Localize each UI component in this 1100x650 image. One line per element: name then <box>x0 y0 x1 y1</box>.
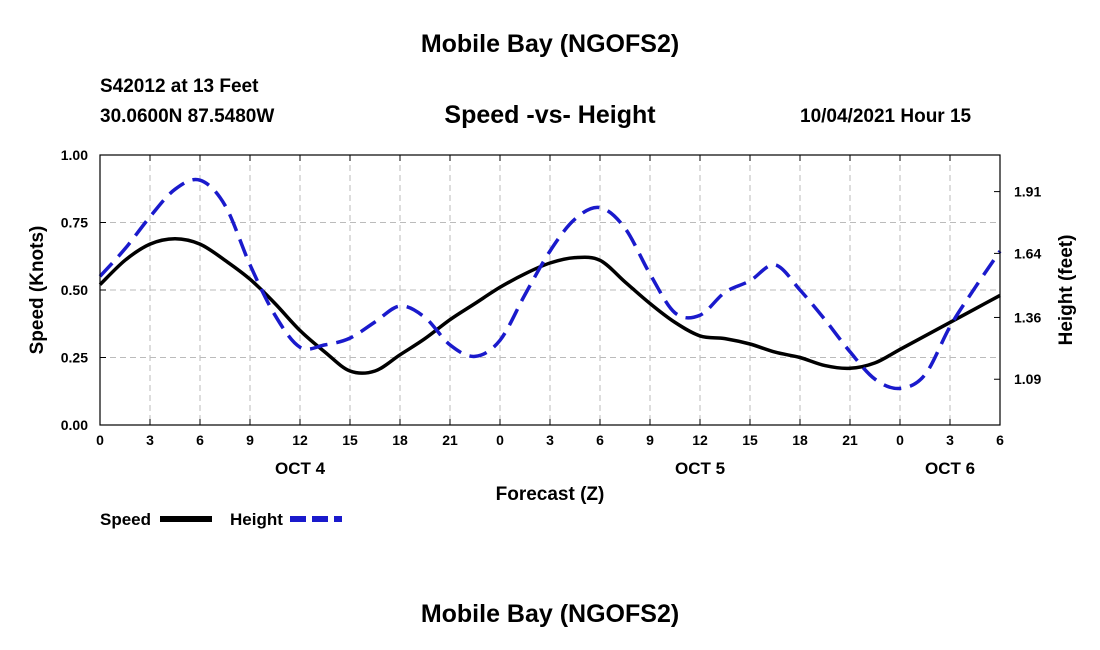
y2-tick-label: 1.36 <box>1014 309 1041 325</box>
legend-label-speed: Speed <box>100 510 151 529</box>
x-tick-label: 15 <box>342 432 358 448</box>
page-title: Mobile Bay (NGOFS2) <box>420 30 680 58</box>
axes: 0 3 6 9 12 15 18 21 0 3 6 9 12 15 18 21 0 3 6 0.00 0.25 0.50 0… <box>27 147 1077 505</box>
y2-axis-label: Height (feet) <box>1056 235 1077 346</box>
x-tick-label: 21 <box>842 432 858 448</box>
y-tick-label: 0.50 <box>61 282 88 298</box>
x-tick-label: 21 <box>442 432 458 448</box>
x-tick-label: 0 <box>896 432 904 448</box>
y2-tick-label: 1.91 <box>1014 184 1041 200</box>
date-label: OCT 5 <box>675 459 725 478</box>
coordinates-label: 30.0600N 87.5480W <box>100 106 275 127</box>
y-tick-label: 0.00 <box>61 417 88 433</box>
y2-tick-label: 1.09 <box>1014 371 1041 387</box>
x-axis-label: Forecast (Z) <box>496 484 605 505</box>
footer-title: Mobile Bay (NGOFS2) <box>420 600 680 628</box>
x-tick-label: 3 <box>946 432 954 448</box>
station-label: S42012 at 13 Feet <box>100 76 259 97</box>
x-tick-label: 6 <box>196 432 204 448</box>
legend: Speed Height <box>100 510 342 529</box>
y-axis-label: Speed (Knots) <box>27 226 48 355</box>
x-tick-label: 9 <box>246 432 254 448</box>
chart-title: Speed -vs- Height <box>444 101 656 129</box>
x-tick-label: 12 <box>292 432 308 448</box>
x-tick-label: 15 <box>742 432 758 448</box>
x-tick-label: 6 <box>996 432 1004 448</box>
x-tick-label: 18 <box>392 432 408 448</box>
x-tick-label: 3 <box>546 432 554 448</box>
y2-tick-label: 1.64 <box>1014 245 1041 261</box>
x-tick-label: 6 <box>596 432 604 448</box>
grid <box>100 155 1000 425</box>
x-tick-label: 0 <box>96 432 104 448</box>
y-tick-label: 1.00 <box>61 147 88 163</box>
y-tick-label: 0.25 <box>61 350 88 366</box>
speed-series-line <box>98 236 1001 375</box>
height-series-line <box>98 177 1002 391</box>
y-tick-label: 0.75 <box>61 215 88 231</box>
x-tick-label: 12 <box>692 432 708 448</box>
legend-label-height: Height <box>230 510 283 529</box>
x-tick-label: 3 <box>146 432 154 448</box>
date-label: OCT 4 <box>275 459 326 478</box>
date-label: OCT 6 <box>925 459 975 478</box>
x-tick-label: 0 <box>496 432 504 448</box>
x-tick-label: 9 <box>646 432 654 448</box>
series <box>98 177 1002 391</box>
x-tick-label: 18 <box>792 432 808 448</box>
timestamp-label: 10/04/2021 Hour 15 <box>800 106 972 127</box>
